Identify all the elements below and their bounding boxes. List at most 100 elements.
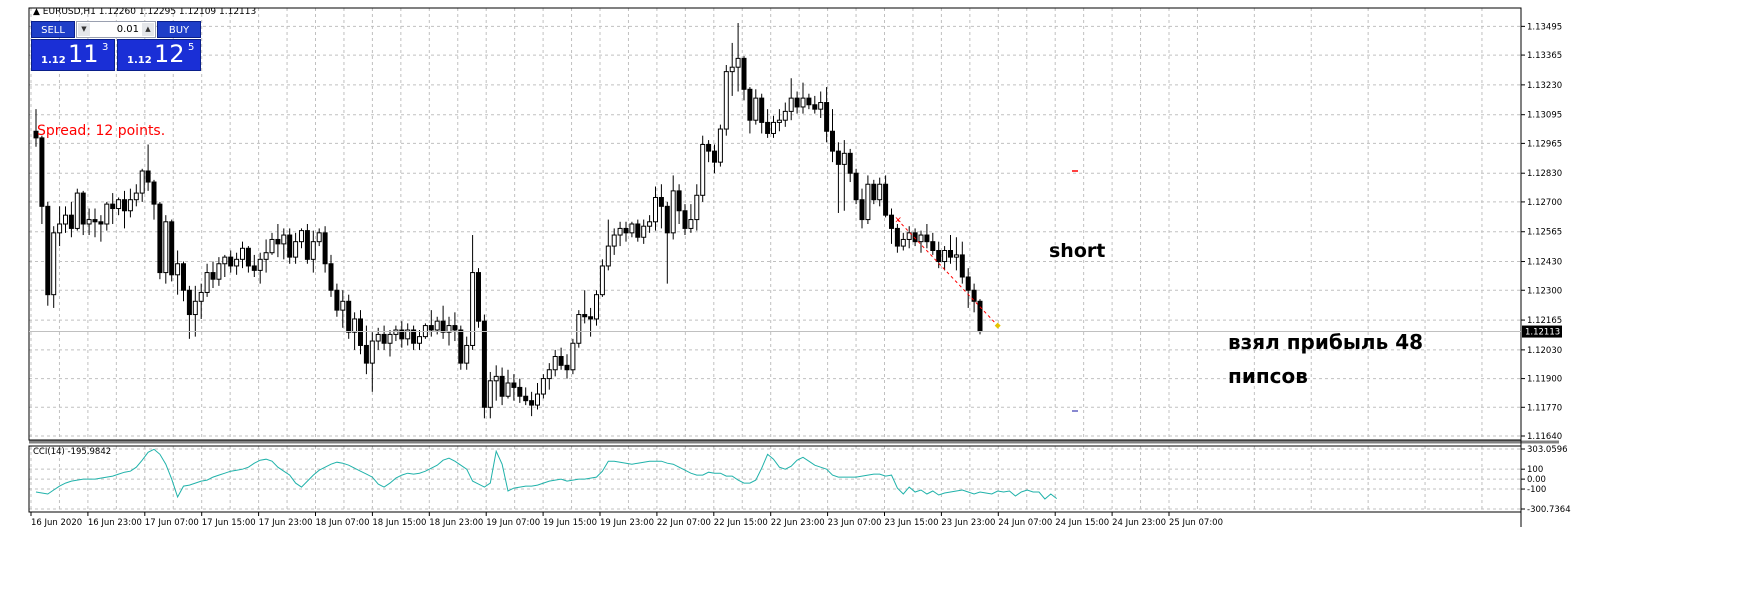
- cci-tick-label: 303.0596: [1527, 445, 1568, 455]
- candle-bull: [900, 238, 906, 247]
- candle-bear: [334, 289, 340, 311]
- candle-bull: [493, 375, 499, 382]
- candle: [175, 250, 181, 295]
- collapse-arrow-icon[interactable]: ▲: [33, 7, 40, 17]
- candle: [800, 82, 806, 114]
- candle-bull: [540, 378, 546, 395]
- candle: [712, 144, 717, 174]
- candle-bull: [417, 336, 422, 344]
- time-tick-label: 22 Jun 15:00: [714, 518, 768, 528]
- candle: [747, 87, 753, 134]
- candle-bear: [664, 205, 670, 234]
- candle-bull: [139, 170, 145, 194]
- candle-bull: [629, 223, 635, 234]
- candle: [275, 224, 281, 258]
- candle: [440, 305, 446, 339]
- candle-bear: [481, 320, 487, 408]
- candle-bear: [110, 203, 116, 210]
- lot-decrease-icon[interactable]: ▼: [78, 23, 90, 36]
- candle-bear: [511, 382, 517, 388]
- buy-price-prefix: 1.12: [127, 55, 152, 66]
- buy-button[interactable]: BUY: [157, 21, 201, 38]
- candle: [706, 140, 712, 163]
- candle-bear: [186, 289, 192, 316]
- buy-price-display[interactable]: 1.12 12 5: [117, 39, 201, 71]
- candle: [204, 263, 210, 297]
- candle-bear: [440, 320, 446, 333]
- candle-bull: [694, 194, 700, 221]
- entry-marker: ×: [894, 216, 902, 226]
- candle: [51, 226, 57, 308]
- candle-bull: [788, 97, 794, 112]
- lot-size-value[interactable]: 0.01: [116, 24, 139, 35]
- lot-size-field[interactable]: ▼ 0.01 ▲: [76, 21, 156, 38]
- candle-bear: [706, 144, 712, 152]
- candle-bear: [523, 395, 529, 402]
- price-tick-label: 1.12300: [1527, 286, 1562, 296]
- candle-bear: [883, 183, 889, 216]
- candle-bear: [381, 333, 387, 344]
- candle: [535, 383, 540, 410]
- candle-bear: [145, 170, 151, 183]
- candle: [959, 241, 965, 284]
- candle: [930, 232, 936, 255]
- one-click-trading-panel: SELL ▼ 0.01 ▲ BUY 1.12 11 3 1.12 12 5: [31, 21, 201, 71]
- candle-bull: [375, 333, 381, 342]
- time-tick-label: 17 Jun 23:00: [259, 518, 313, 528]
- candle: [33, 109, 39, 147]
- candle-bear: [765, 121, 771, 134]
- candle: [328, 254, 334, 297]
- candle: [729, 42, 735, 96]
- candle: [86, 208, 92, 236]
- candle: [222, 254, 228, 277]
- candle: [458, 325, 464, 370]
- candle: [505, 369, 511, 399]
- candle: [251, 254, 257, 277]
- annotation-profit-line1: взял прибыль 48: [1228, 330, 1423, 354]
- candle-bear: [68, 214, 74, 229]
- candle-bull: [735, 57, 741, 68]
- candle: [192, 285, 198, 337]
- candle-bull: [57, 223, 63, 234]
- candle-bear: [635, 223, 641, 238]
- candle-bear: [92, 219, 98, 223]
- time-tick-label: 22 Jun 23:00: [771, 518, 825, 528]
- candle-bear: [835, 150, 841, 165]
- candle: [776, 109, 782, 132]
- candle: [942, 246, 948, 271]
- time-tick-label: 24 Jun 15:00: [1055, 518, 1109, 528]
- candle-bull: [818, 102, 824, 110]
- lot-increase-icon[interactable]: ▲: [142, 23, 154, 36]
- candle: [428, 310, 434, 337]
- candle: [228, 250, 234, 273]
- candle-bear: [558, 356, 564, 366]
- candle: [358, 310, 363, 355]
- candle: [316, 228, 322, 247]
- candle-bear: [676, 190, 682, 212]
- candle-bull: [599, 265, 605, 296]
- time-tick-label: 25 Jun 07:00: [1169, 518, 1223, 528]
- sell-button[interactable]: SELL: [31, 21, 75, 38]
- candle-bear: [582, 314, 588, 318]
- candle-bear: [452, 325, 458, 331]
- candle-bear: [228, 256, 234, 267]
- candle-bull: [776, 119, 782, 123]
- candle: [765, 109, 771, 138]
- candle-bear: [358, 318, 363, 346]
- candle-bull: [257, 258, 263, 271]
- candle: [611, 228, 617, 255]
- candle: [629, 221, 635, 238]
- sell-price-display[interactable]: 1.12 11 3: [31, 39, 115, 71]
- candle: [688, 204, 694, 233]
- candle-bear: [847, 152, 853, 174]
- candle-bull: [505, 382, 511, 397]
- candle-bear: [411, 329, 417, 344]
- candle: [564, 354, 570, 379]
- current-price-label: 1.12113: [1525, 328, 1560, 338]
- candle-bear: [871, 183, 877, 201]
- candle-bear: [741, 57, 747, 90]
- candle-bear: [169, 221, 175, 276]
- candle-bull: [641, 225, 647, 238]
- candle-bear: [346, 300, 352, 333]
